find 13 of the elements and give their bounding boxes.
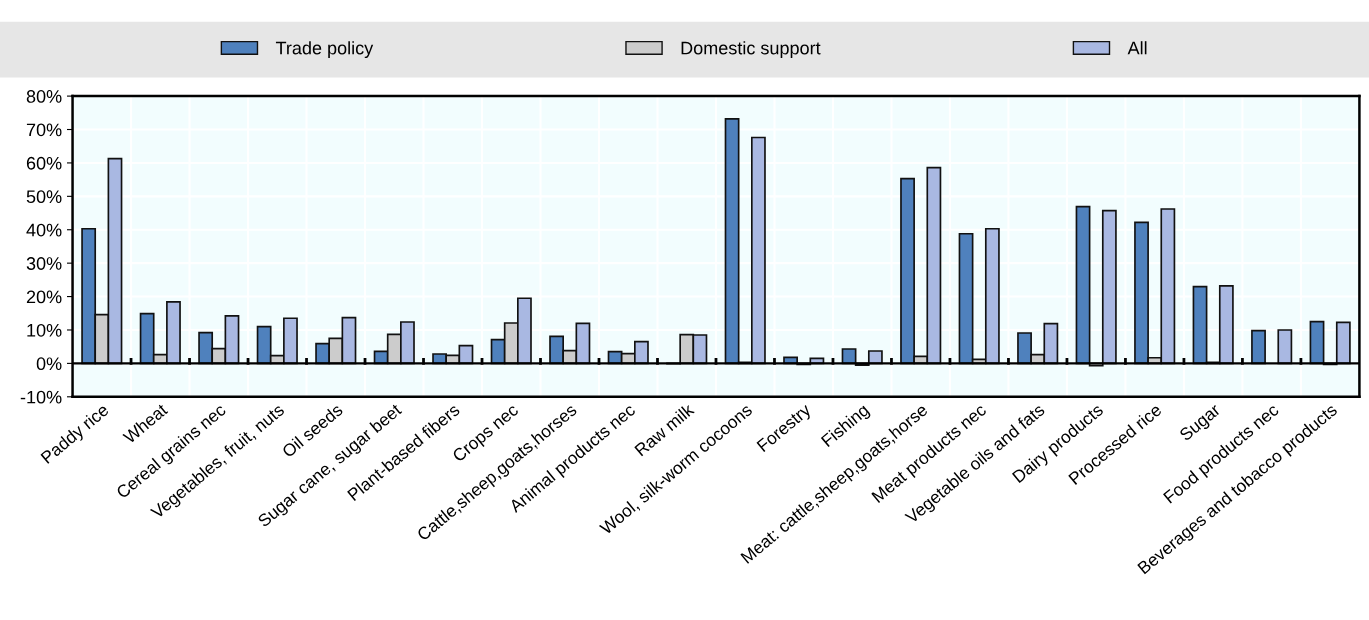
y-tick-label: 0% bbox=[36, 357, 62, 371]
y-tick-label: 70% bbox=[26, 123, 62, 137]
y-tick-label: 30% bbox=[26, 257, 62, 270]
y-tick-label: 20% bbox=[26, 290, 62, 304]
legend-label: Domestic support bbox=[681, 41, 821, 59]
y-tick-label: 50% bbox=[26, 190, 62, 204]
y-tick-label: 80% bbox=[26, 90, 62, 103]
y-tick-label: 40% bbox=[26, 223, 62, 237]
y-tick-label: 60% bbox=[26, 156, 62, 170]
y-tick-label: -10% bbox=[20, 390, 62, 404]
y-tick-label: 10% bbox=[27, 323, 62, 337]
legend-label: Trade policy bbox=[275, 41, 374, 59]
legend-label: All bbox=[1127, 41, 1147, 55]
